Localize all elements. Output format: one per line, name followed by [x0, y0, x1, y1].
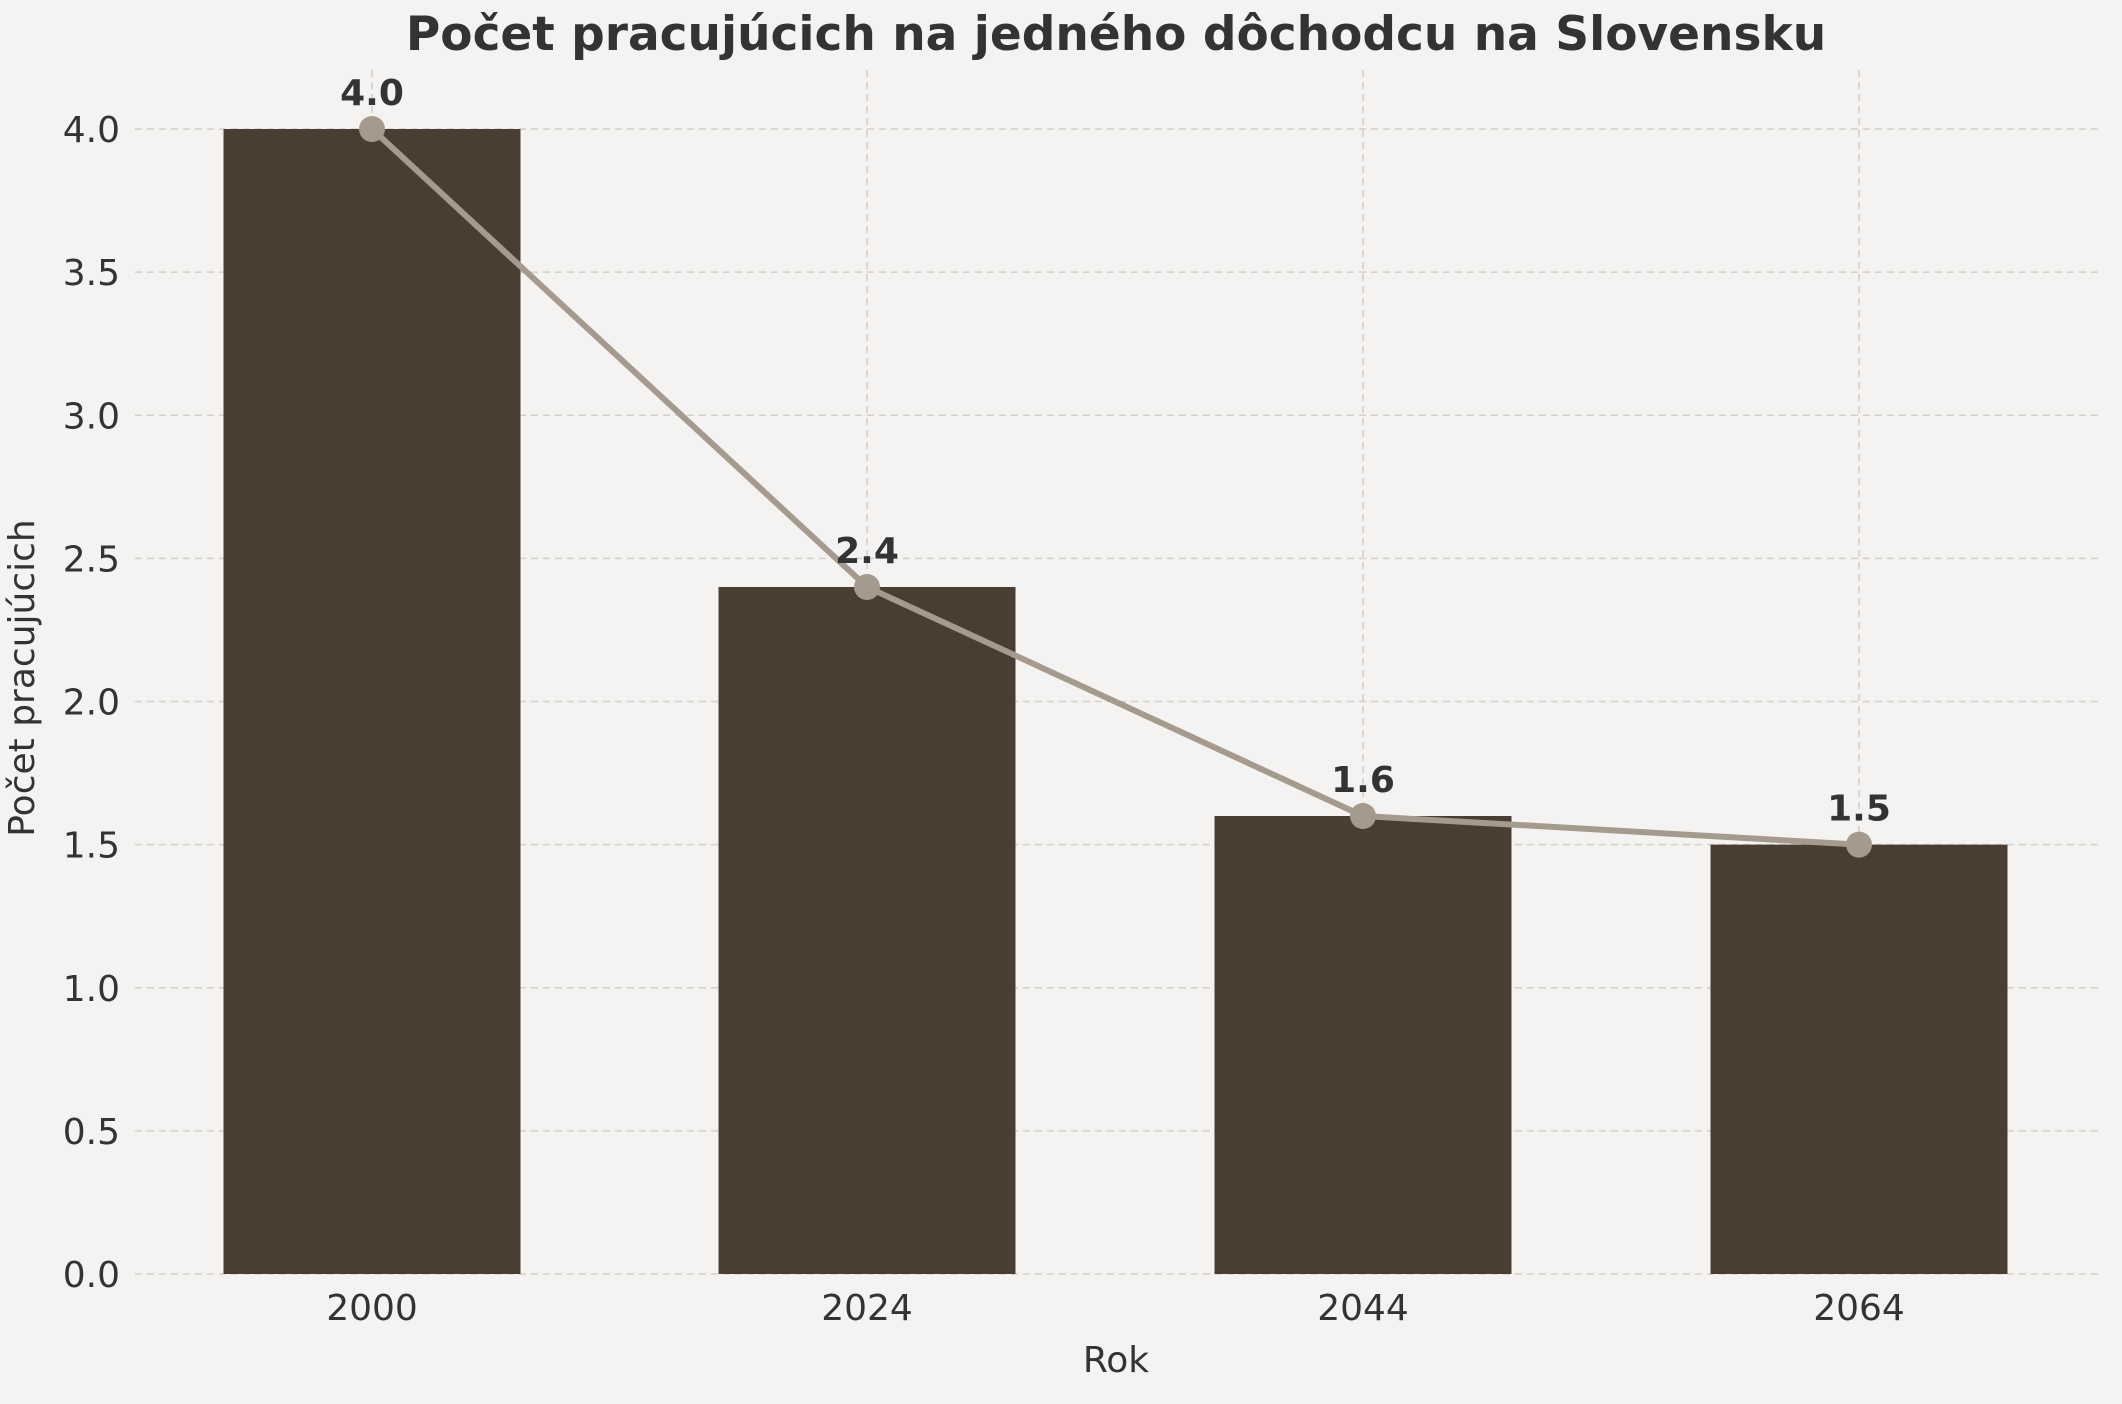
chart-title: Počet pracujúcich na jedného dôchodcu na…	[406, 7, 1826, 62]
y-tick-label: 3.0	[63, 396, 120, 437]
data-label: 2.4	[835, 531, 899, 572]
x-tick-labels: 2000 2024 2044 2064	[326, 1288, 1905, 1329]
y-tick-label: 3.5	[63, 253, 120, 294]
y-axis-label: Počet pracujúcich	[2, 519, 43, 837]
data-point-marker	[1846, 831, 1872, 858]
y-tick-label: 0.0	[63, 1255, 120, 1296]
y-tick-label: 0.5	[63, 1112, 120, 1153]
y-tick-label: 1.5	[63, 826, 120, 867]
bar-2024	[718, 587, 1016, 1274]
data-point-marker	[854, 574, 880, 600]
x-tick-label: 2000	[326, 1288, 418, 1329]
y-tick-label: 4.0	[63, 110, 120, 151]
data-labels: 4.0 2.4 1.6 1.5	[340, 73, 1891, 830]
y-tick-label: 2.5	[63, 539, 120, 580]
data-label: 1.6	[1331, 760, 1395, 801]
x-axis-label: Rok	[1083, 1340, 1149, 1381]
data-point-marker	[359, 116, 385, 142]
data-label: 4.0	[340, 73, 404, 114]
trend-line-path	[369, 126, 1860, 848]
bar-2044	[1214, 816, 1512, 1274]
x-tick-label: 2024	[821, 1288, 913, 1329]
data-label: 1.5	[1827, 789, 1891, 830]
y-tick-labels: 0.0 0.5 1.0 1.5 2.0 2.5 3.0 3.5 4.0	[63, 110, 120, 1296]
trend-line	[359, 116, 1872, 858]
bars	[223, 129, 2008, 1274]
bar-2000	[223, 129, 521, 1274]
x-tick-label: 2064	[1813, 1288, 1905, 1329]
x-tick-label: 2044	[1317, 1288, 1409, 1329]
bar-2064	[1710, 844, 2008, 1274]
y-tick-label: 2.0	[63, 683, 120, 724]
y-tick-label: 1.0	[63, 969, 120, 1010]
data-point-marker	[1350, 803, 1376, 829]
